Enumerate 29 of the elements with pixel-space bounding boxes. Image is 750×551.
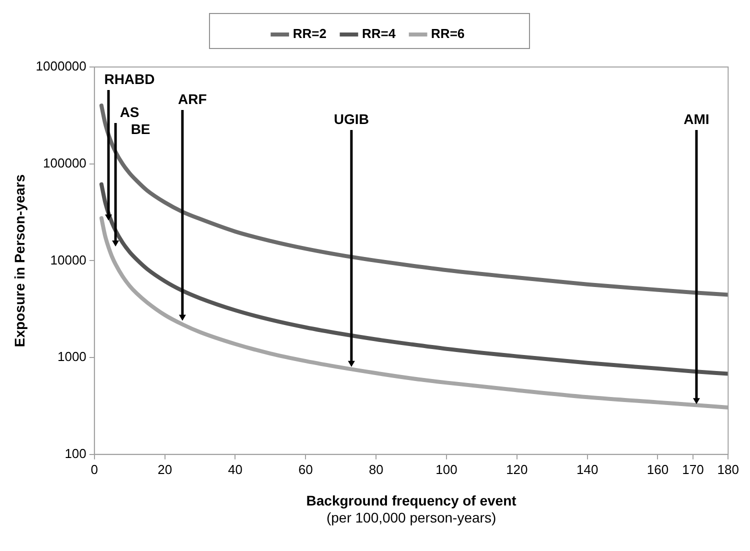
x-tick-label: 140	[576, 462, 598, 477]
line-series	[99, 104, 728, 297]
legend-label: RR=6	[431, 26, 465, 42]
y-tick-label: 10000	[50, 252, 86, 268]
y-tick-label: 100000	[43, 155, 86, 170]
x-tick-label: 100	[436, 462, 458, 477]
x-axis-title: Background frequency of event (per 100,000 person-years)	[306, 492, 517, 526]
annotation: AS	[120, 104, 140, 120]
y-tick-label: 1000000	[36, 58, 86, 74]
line-series	[99, 182, 728, 376]
annotation: RHABD	[104, 70, 155, 87]
x-tick-label: 20	[158, 462, 172, 477]
x-tick-label: 0	[90, 462, 98, 477]
legend-label: RR=4	[362, 26, 396, 42]
y-tick-label: 1000	[57, 349, 86, 364]
annotation: UGIB	[334, 110, 369, 127]
annotation: ARF	[178, 90, 208, 107]
x-tick-label: 180	[717, 462, 740, 477]
annotation: BE	[130, 120, 150, 137]
x-tick-label: 170	[682, 462, 704, 477]
y-tick-label: 100	[64, 446, 86, 461]
annotation: AMI	[684, 110, 710, 127]
x-tick-label: 40	[228, 462, 242, 477]
x-tick-label: 60	[298, 462, 313, 477]
x-tick-label: 80	[368, 462, 384, 477]
legend-label: RR=2	[292, 26, 326, 42]
x-tick-label: 160	[646, 462, 669, 477]
y-axis-title: Exposure in Person-years	[11, 174, 28, 348]
x-tick-label: 120	[506, 462, 528, 477]
